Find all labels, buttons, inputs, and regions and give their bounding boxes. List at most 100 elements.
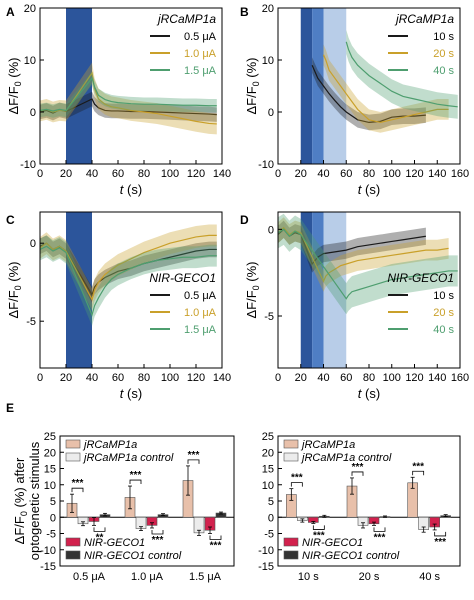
x-tick-label: 160: [451, 168, 469, 180]
x-axis-label: t (s): [120, 386, 142, 401]
ylabel-part: ΔF/F: [6, 290, 21, 318]
legend-label: 20 s: [433, 307, 454, 319]
plot-frame: [39, 7, 223, 165]
significance-mark: ***: [210, 541, 222, 552]
x-tick-label: 0: [37, 372, 43, 384]
group-label: 0.5 μA: [73, 571, 106, 583]
ylabel-part: (%): [244, 261, 259, 285]
legend-label: 1.0 μA: [184, 307, 217, 319]
x-axis-label: t (s): [358, 386, 380, 401]
panel-c: 0 20 40 60 80 100 120 140 -5 0 C NIR-GECO1 0.5 μA 1.0…: [6, 211, 231, 384]
y-tick-label: -5: [46, 529, 56, 541]
y-tick-label: 0: [50, 512, 56, 524]
legend-label: 20 s: [433, 48, 454, 60]
stimulus-bar: [323, 8, 347, 164]
x-axis-label: t (s): [120, 182, 142, 197]
xlabel-t: t: [120, 182, 125, 197]
significance-mark: ***: [374, 532, 386, 543]
significance-bracket: [187, 459, 200, 464]
x-tick-label: 140: [428, 168, 446, 180]
error-band: [40, 91, 217, 122]
series-line: [277, 228, 426, 266]
y-tick-label: -10: [258, 159, 274, 171]
xlabel-t: t: [358, 386, 363, 401]
panel-label: D: [240, 213, 249, 227]
group-label: 40 s: [419, 571, 440, 583]
significance-bracket: [434, 531, 447, 537]
x-tick-label: 120: [405, 372, 423, 384]
x-tick-label: 100: [383, 372, 401, 384]
error-band: [278, 217, 449, 292]
chart-title: jRCaMP1a: [394, 12, 454, 26]
stimulus-bar: [300, 8, 313, 164]
y-axis-label-e-text: ΔF/F0 (%) after: [12, 457, 29, 544]
significance-bracket: [129, 479, 142, 485]
y-tick-label: 20: [24, 3, 36, 15]
series-line: [311, 64, 426, 124]
x-tick-label: 20: [295, 372, 307, 384]
y-tick-label: 0: [30, 238, 36, 250]
significance-mark: ***: [352, 462, 364, 473]
group-label: 1.0 μA: [131, 571, 164, 583]
y-tick-label: 25: [262, 431, 274, 443]
ylabel-sub: 0: [251, 81, 261, 86]
series-line: [39, 76, 217, 112]
y-tick-label: 25: [44, 431, 56, 443]
error-band: [312, 57, 426, 131]
x-tick-label: 20: [60, 372, 72, 384]
legend-swatch: [283, 439, 299, 449]
stimulus-bar: [300, 212, 313, 368]
ylabel-sub: 0: [251, 285, 261, 290]
legend-label: 0.5 μA: [184, 31, 217, 43]
legend-label: jRCaMP1a: [82, 439, 137, 451]
x-tick-label: 140: [213, 372, 231, 384]
panel-d: 0 20 40 60 80 100 120 140 160 -5 0 D NIR-GECO1 10 s 20…: [240, 211, 469, 384]
ylabel-part: (%): [6, 57, 21, 81]
y-tick-label: -15: [258, 561, 274, 573]
ylabel-line2: optogenetic stimulus: [27, 441, 42, 560]
error-band: [40, 224, 217, 311]
y-tick-label: 0: [30, 107, 36, 119]
chart-title: jRCaMP1a: [156, 12, 216, 26]
ylabel-sub: 0: [13, 285, 23, 290]
y-tick-label: 20: [44, 447, 56, 459]
y-tick-label: -5: [264, 311, 274, 323]
y-tick-label: 10: [44, 480, 56, 492]
legend-label: NIR-GECO1: [84, 537, 145, 549]
legend-label: jRCaMP1a control: [82, 452, 174, 464]
x-tick-label: 140: [213, 168, 231, 180]
legend-label: NIR-GECO1 control: [84, 550, 182, 562]
x-tick-label: 40: [86, 168, 98, 180]
ylabel-part: ΔF/F: [244, 290, 259, 318]
y-axis-label: ΔF/F0 (%): [6, 57, 23, 114]
xlabel-unit: (s): [123, 386, 142, 401]
x-tick-label: 40: [317, 168, 329, 180]
y-tick-label: 15: [262, 464, 274, 476]
y-axis-label-text: ΔF/F0 (%): [6, 261, 23, 318]
y-axis-label-e: ΔF/F0 (%) after optogenetic stimulus: [12, 441, 42, 560]
significance-mark: ***: [130, 470, 142, 481]
group-label: 1.5 μA: [189, 571, 222, 583]
series-line: [277, 228, 458, 300]
legend-label: 1.5 μA: [184, 65, 217, 77]
significance-bracket: [312, 525, 325, 530]
group-label: 20 s: [359, 571, 380, 583]
y-axis-label: ΔF/F0 (%): [6, 261, 23, 318]
series-line: [345, 41, 458, 108]
significance-bracket: [209, 535, 222, 540]
y-tick-label: 15: [44, 464, 56, 476]
x-tick-label: 80: [138, 372, 150, 384]
significance-bracket: [351, 471, 364, 476]
chart-title: NIR-GECO1: [387, 271, 454, 285]
y-axis-label: ΔF/F0 (%): [244, 261, 261, 318]
legend-label: 1.5 μA: [184, 324, 217, 336]
legend-swatch: [283, 452, 299, 462]
ylabel-sub: 0: [13, 81, 23, 86]
x-tick-label: 60: [340, 372, 352, 384]
error-band: [40, 71, 217, 118]
significance-mark: ***: [188, 450, 200, 461]
stimulus-bar: [66, 212, 92, 368]
ylabel-part: (%): [6, 261, 21, 285]
